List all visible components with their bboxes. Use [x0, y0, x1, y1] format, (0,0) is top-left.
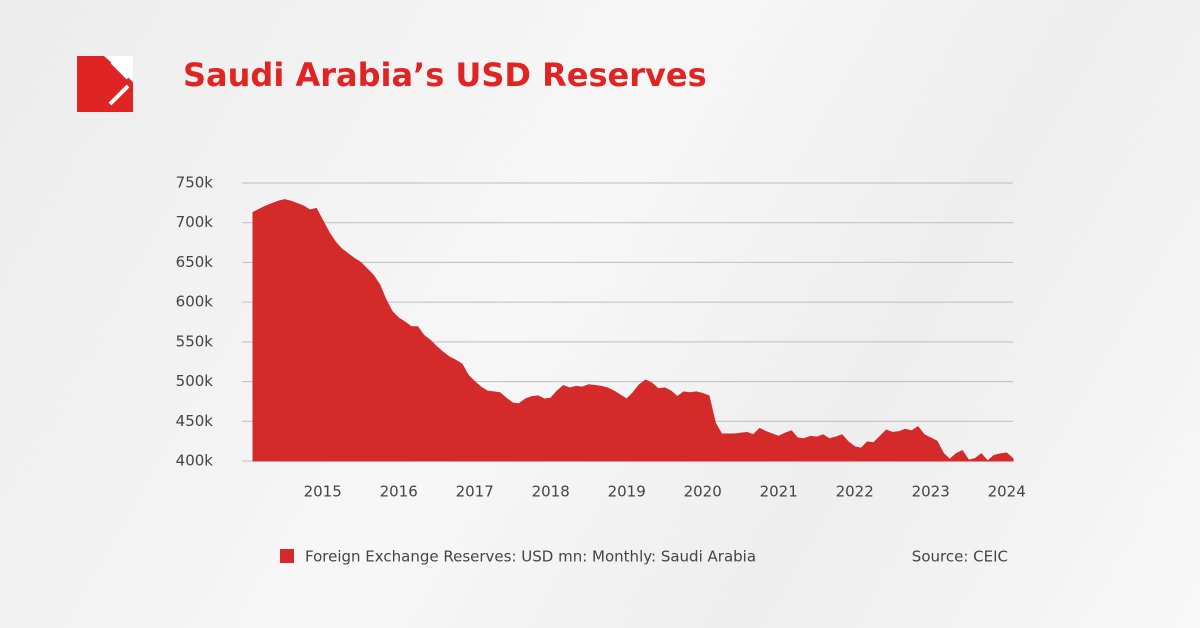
- y-tick-label: 650k: [176, 253, 214, 271]
- chart-title: Saudi Arabia’s USD Reserves: [183, 56, 707, 94]
- x-tick-label: 2022: [836, 483, 874, 501]
- source-note: Source: CEIC: [912, 548, 1008, 566]
- x-tick-label: 2016: [380, 483, 418, 501]
- legend-swatch: [280, 549, 294, 563]
- y-tick-label: 700k: [176, 213, 214, 231]
- y-tick-label: 400k: [176, 452, 214, 470]
- legend-label: Foreign Exchange Reserves: USD mn: Month…: [305, 548, 756, 566]
- x-tick-label: 2018: [532, 483, 570, 501]
- x-tick-label: 2024: [988, 483, 1026, 501]
- y-tick-label: 450k: [176, 412, 214, 430]
- y-tick-label: 550k: [176, 332, 214, 350]
- x-tick-label: 2020: [684, 483, 722, 501]
- x-tick-label: 2021: [760, 483, 798, 501]
- y-tick-label: 600k: [176, 293, 214, 311]
- x-tick-label: 2017: [456, 483, 494, 501]
- y-tick-label: 500k: [176, 372, 214, 390]
- y-tick-label: 750k: [176, 174, 214, 192]
- x-tick-label: 2023: [912, 483, 950, 501]
- logo: [77, 56, 133, 112]
- area: [252, 199, 1014, 462]
- x-tick-label: 2019: [608, 483, 646, 501]
- x-tick-label: 2015: [304, 483, 342, 501]
